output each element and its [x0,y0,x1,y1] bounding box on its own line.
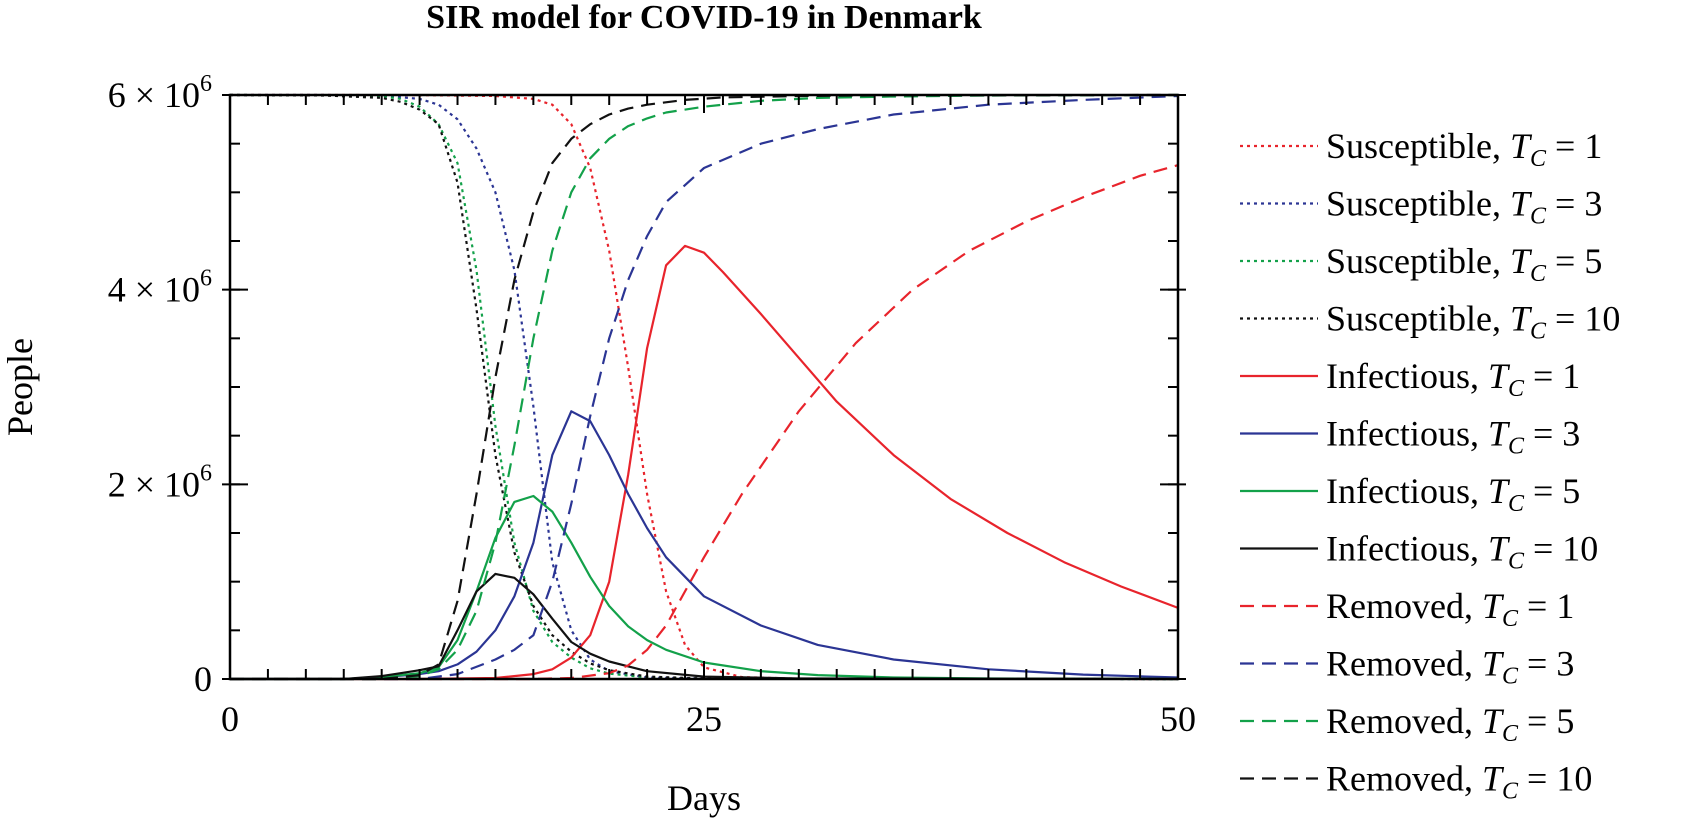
series-line-solid-tc-5 [230,494,1179,681]
legend-entry-label: Removed, TC = 10 [1326,759,1592,805]
series-line-solid-tc-1 [230,244,1179,681]
plot-frame [228,93,1180,681]
x-tick-labels: 0 25 50 [221,699,1196,739]
legend-entry-label: Removed, TC = 3 [1326,644,1574,690]
y-axis-ticks [222,94,1186,680]
legend: Susceptible, TC = 1 Susceptible, TC = 3 Su… [1240,126,1620,805]
x-axis-label: Days [667,778,741,818]
legend-entry-label: Infectious, TC = 3 [1326,414,1580,460]
y-axis-label: People [0,338,40,436]
legend-entry-label: Susceptible, TC = 10 [1326,299,1620,345]
y-tick-label: 4 × 106 [108,266,212,310]
legend-entry-label: Infectious, TC = 10 [1326,529,1598,575]
y-tick-labels: 0 2 × 106 4 × 106 6 × 106 [108,71,212,699]
series-line-dotted-tc-5 [229,93,1179,681]
y-tick-label: 6 × 106 [108,71,212,115]
legend-entry-label: Susceptible, TC = 5 [1326,241,1602,287]
x-tick-label: 25 [686,699,722,739]
x-axis-ticks [229,95,1179,679]
x-tick-label: 0 [221,699,239,739]
y-tick-label: 0 [194,659,212,699]
series-line-dotted-tc-1 [230,93,1179,681]
series-line-dashed-tc-3 [230,94,1179,681]
x-tick-label: 50 [1160,699,1196,739]
chart-title: SIR model for COVID-19 in Denmark [426,0,982,36]
legend-entry-label: Infectious, TC = 5 [1326,471,1580,517]
y-tick-label: 2 × 106 [108,460,212,504]
legend-entry-label: Susceptible, TC = 3 [1326,184,1602,230]
series-line-dashed-tc-1 [230,164,1179,681]
series-line-dashed-tc-5 [230,93,1179,681]
series-line-solid-tc-3 [230,410,1179,681]
legend-entry-label: Susceptible, TC = 1 [1326,126,1602,172]
series-line-dashed-tc-10 [230,93,1179,681]
legend-entry-label: Removed, TC = 1 [1326,586,1574,632]
legend-entry-label: Infectious, TC = 1 [1326,356,1580,402]
plot-lines [229,93,1179,681]
series-line-dotted-tc-10 [229,93,1179,681]
legend-entry-label: Removed, TC = 5 [1326,701,1574,747]
series-line-dotted-tc-3 [230,93,1179,681]
